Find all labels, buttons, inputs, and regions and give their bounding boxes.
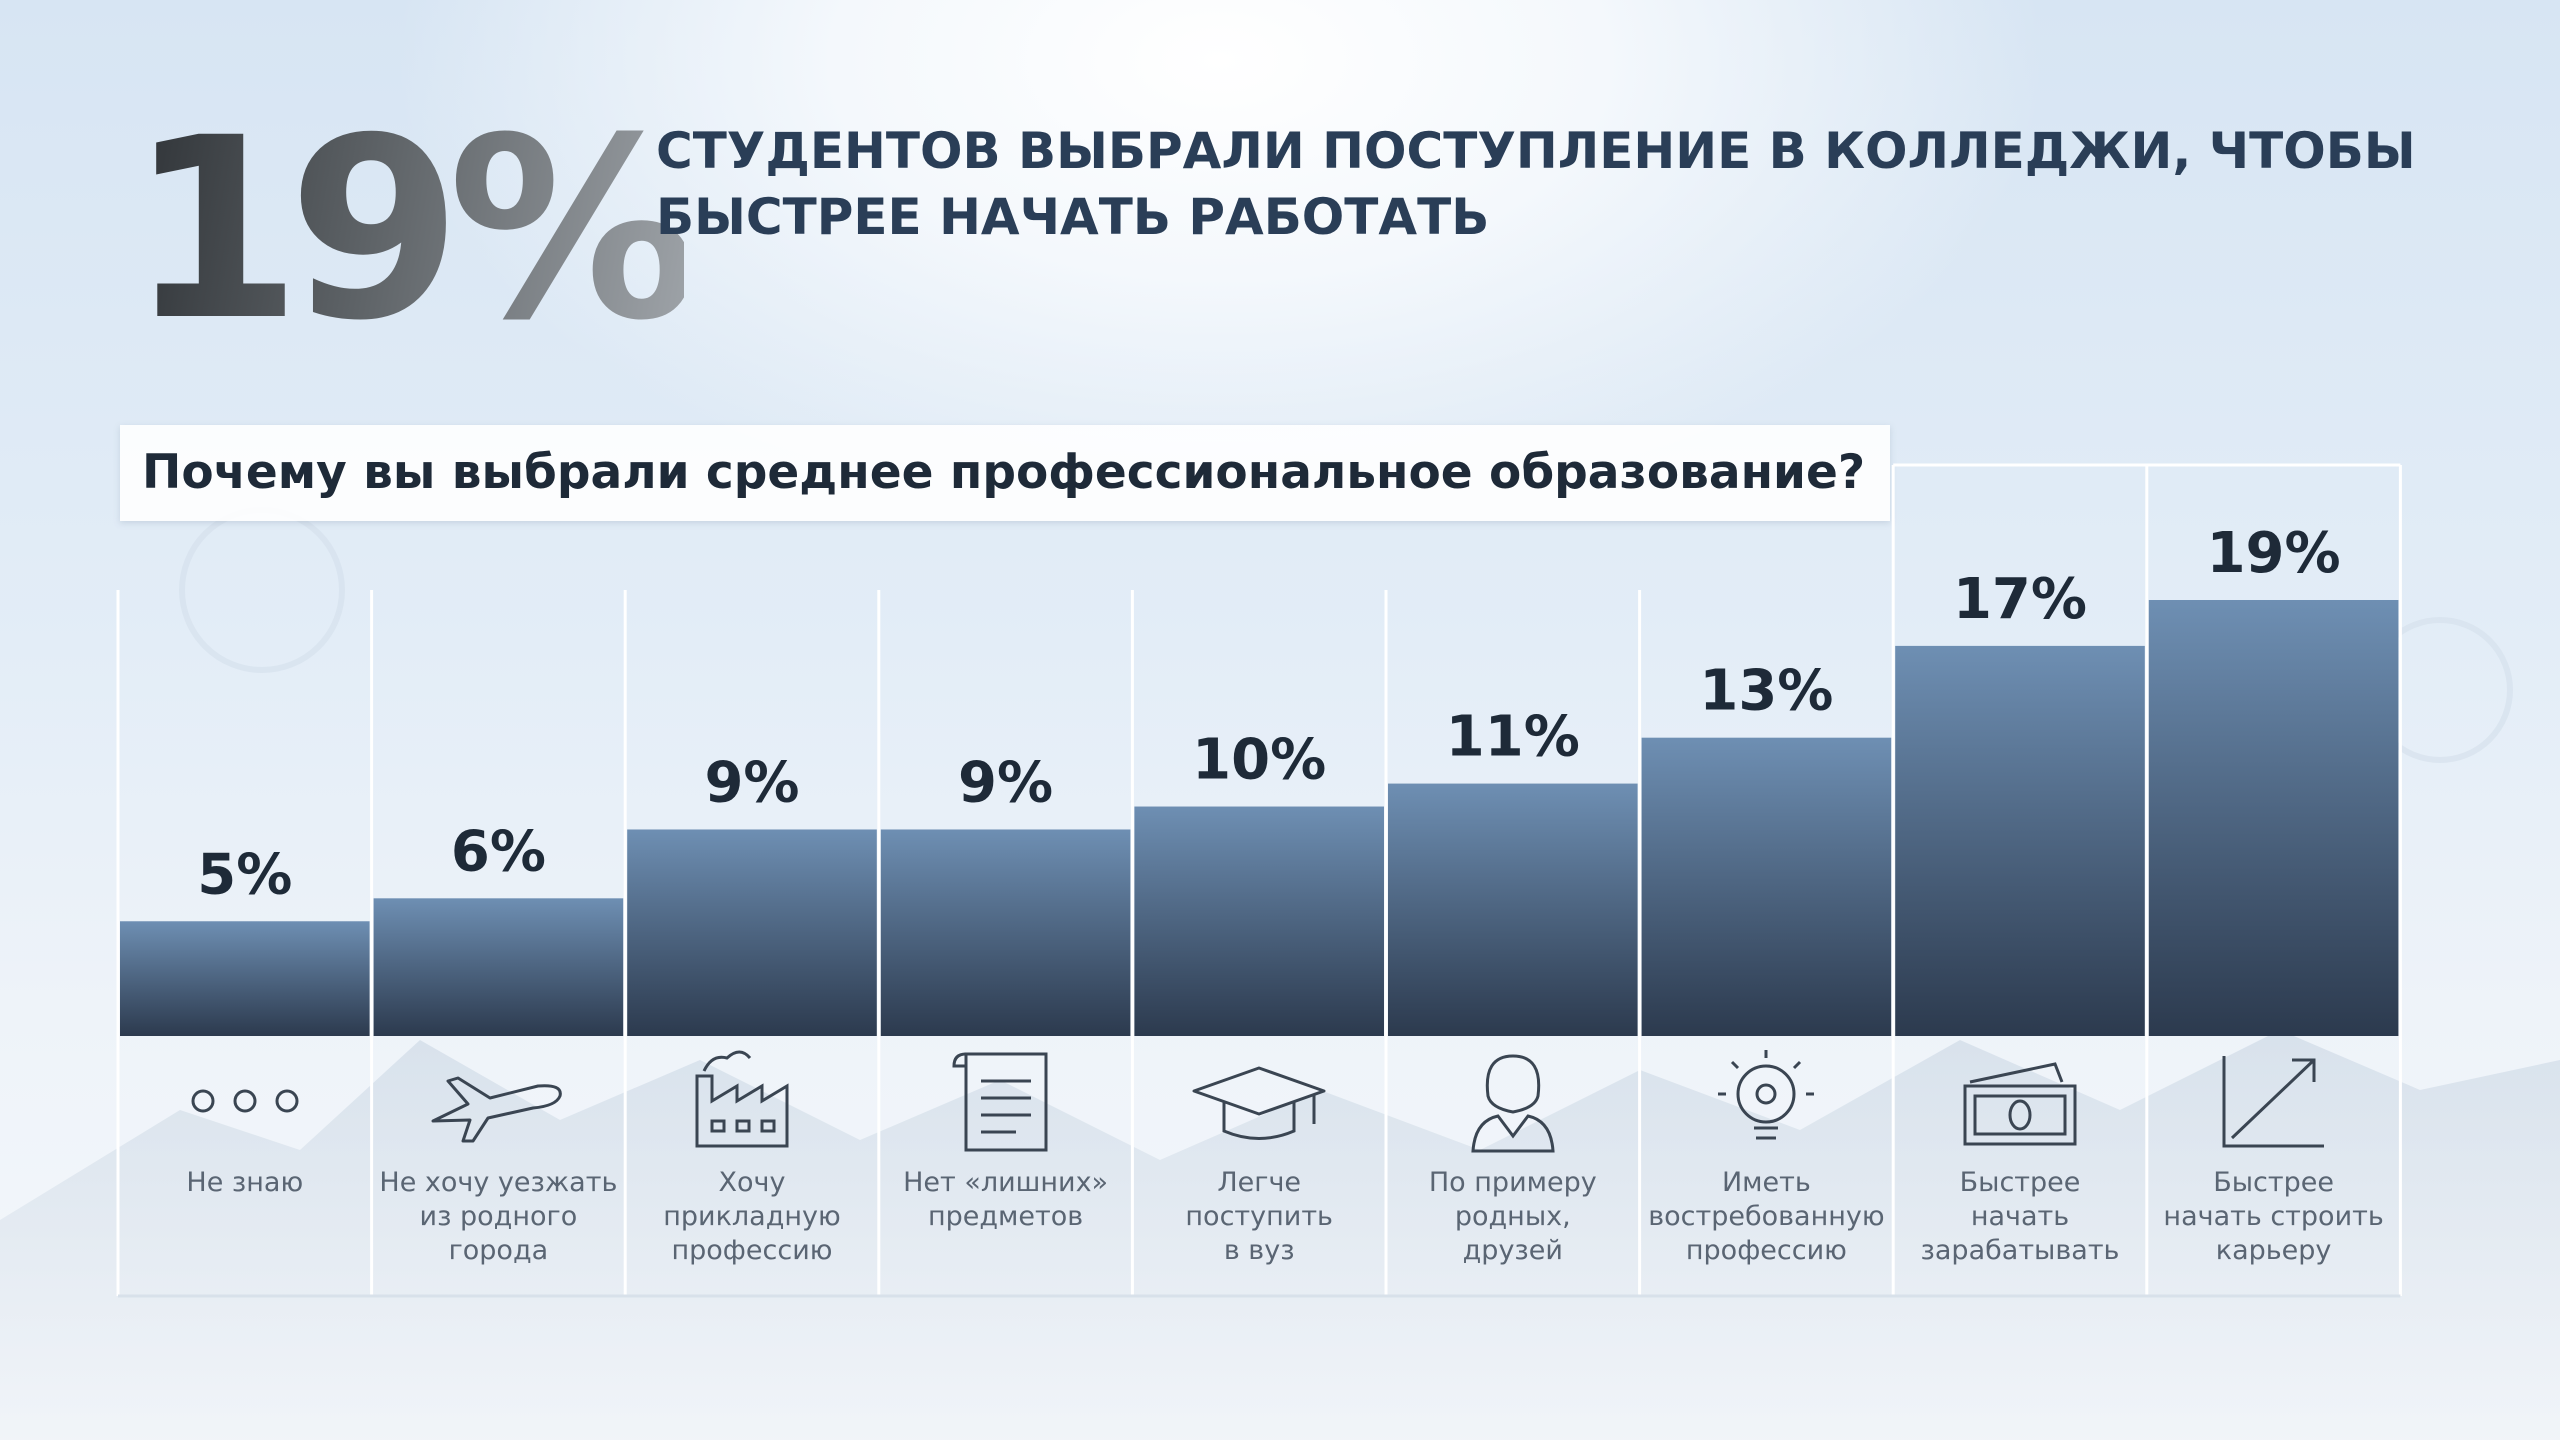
value-label-5: 10% xyxy=(1192,728,1326,793)
value-label-7: 13% xyxy=(1699,659,1833,724)
value-label-2: 6% xyxy=(451,819,546,884)
bar-2 xyxy=(373,898,624,1036)
value-label-3: 9% xyxy=(704,750,799,815)
category-label-9: Быстрее начать строить карьеру xyxy=(2163,1167,2384,1266)
bar-8 xyxy=(1895,645,2145,1036)
graduation-cap-icon xyxy=(1189,1046,1329,1156)
growth-arrow-icon xyxy=(2204,1046,2344,1156)
category-label-6: По примеру родных, друзей xyxy=(1428,1167,1597,1266)
value-labels-group: 5% 6% 9% 9% 10% 11% 13% 17% 19% xyxy=(197,521,2340,907)
bar-5 xyxy=(1134,806,1384,1036)
value-label-6: 11% xyxy=(1446,705,1580,770)
lightbulb-gear-icon xyxy=(1696,1046,1836,1156)
headline-line-1: СТУДЕНТОВ ВЫБРАЛИ ПОСТУПЛЕНИЕ В КОЛЛЕДЖИ… xyxy=(656,122,2416,180)
bars-group xyxy=(120,600,2399,1036)
category-label-7: Иметь востребованную профессию xyxy=(1648,1167,1885,1266)
bar-3 xyxy=(627,829,877,1036)
category-label-3: Хочу прикладную профессию xyxy=(663,1167,841,1266)
bar-1 xyxy=(120,921,370,1036)
airplane-icon xyxy=(428,1046,568,1156)
value-label-1: 5% xyxy=(197,842,292,907)
category-label-4: Нет «лишних» предметов xyxy=(903,1167,1109,1232)
value-label-9: 19% xyxy=(2207,521,2341,586)
headline: СТУДЕНТОВ ВЫБРАЛИ ПОСТУПЛЕНИЕ В КОЛЛЕДЖИ… xyxy=(656,118,2416,250)
column-dividers xyxy=(116,463,2402,1298)
bar-7 xyxy=(1641,737,1892,1036)
factory-icon xyxy=(682,1046,822,1156)
dots-icon xyxy=(175,1046,315,1156)
bar-9 xyxy=(2148,600,2399,1036)
category-label-1: Не знаю xyxy=(186,1167,304,1198)
value-label-4: 9% xyxy=(958,750,1053,815)
question-banner: Почему вы выбрали среднее профессиональн… xyxy=(120,425,1890,521)
category-label-5: Легче поступить в вуз xyxy=(1185,1167,1333,1266)
woman-icon xyxy=(1443,1046,1583,1156)
document-list-icon xyxy=(936,1046,1076,1156)
headline-line-2: БЫСТРЕЕ НАЧАТЬ РАБОТАТЬ xyxy=(656,188,1490,246)
chart-title: Почему вы выбрали среднее профессиональн… xyxy=(142,445,1866,500)
category-label-8: Быстрее начать зарабатывать xyxy=(1920,1167,2120,1266)
category-label-2: Не хочу уезжать из родного города xyxy=(379,1167,618,1266)
value-label-8: 17% xyxy=(1953,567,2087,632)
bar-6 xyxy=(1388,783,1638,1036)
money-icon xyxy=(1950,1046,2090,1156)
bar-4 xyxy=(880,829,1131,1036)
big-percentage: 19% xyxy=(128,84,698,375)
